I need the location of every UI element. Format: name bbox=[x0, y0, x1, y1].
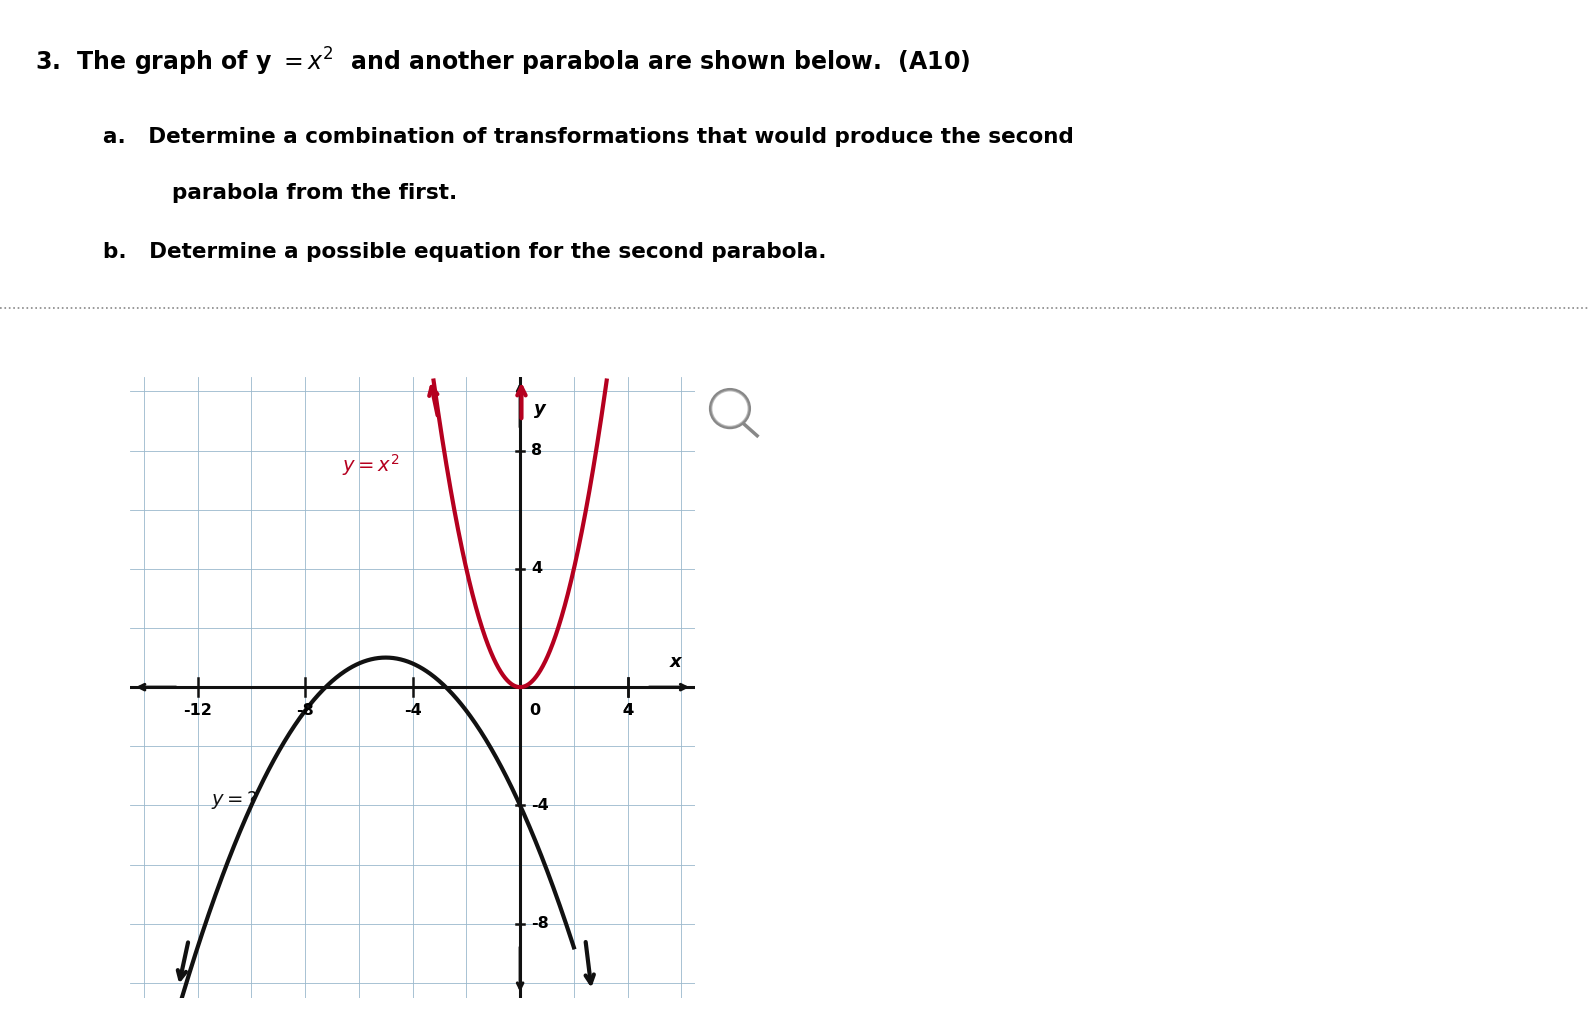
Text: x: x bbox=[669, 653, 682, 671]
Text: parabola from the first.: parabola from the first. bbox=[172, 183, 456, 204]
Text: b.   Determine a possible equation for the second parabola.: b. Determine a possible equation for the… bbox=[103, 242, 827, 263]
Text: $y = ?$: $y = ?$ bbox=[211, 789, 258, 810]
Text: 4: 4 bbox=[622, 703, 633, 719]
Text: 4: 4 bbox=[622, 703, 633, 719]
Text: 4: 4 bbox=[531, 561, 542, 576]
Text: a.   Determine a combination of transformations that would produce the second: a. Determine a combination of transforma… bbox=[103, 127, 1075, 148]
Text: y: y bbox=[534, 400, 545, 418]
Text: 8: 8 bbox=[531, 443, 542, 458]
Text: -8: -8 bbox=[296, 703, 313, 719]
Text: -12: -12 bbox=[183, 703, 211, 719]
Text: 3.  The graph of y $= x^2$  and another parabola are shown below.  (A10): 3. The graph of y $= x^2$ and another pa… bbox=[35, 46, 970, 78]
Text: -4: -4 bbox=[404, 703, 421, 719]
Text: $y = x^2$: $y = x^2$ bbox=[342, 452, 399, 478]
Text: 0: 0 bbox=[529, 703, 541, 719]
Circle shape bbox=[712, 391, 747, 427]
Text: -4: -4 bbox=[531, 798, 549, 813]
Text: -8: -8 bbox=[531, 916, 549, 931]
